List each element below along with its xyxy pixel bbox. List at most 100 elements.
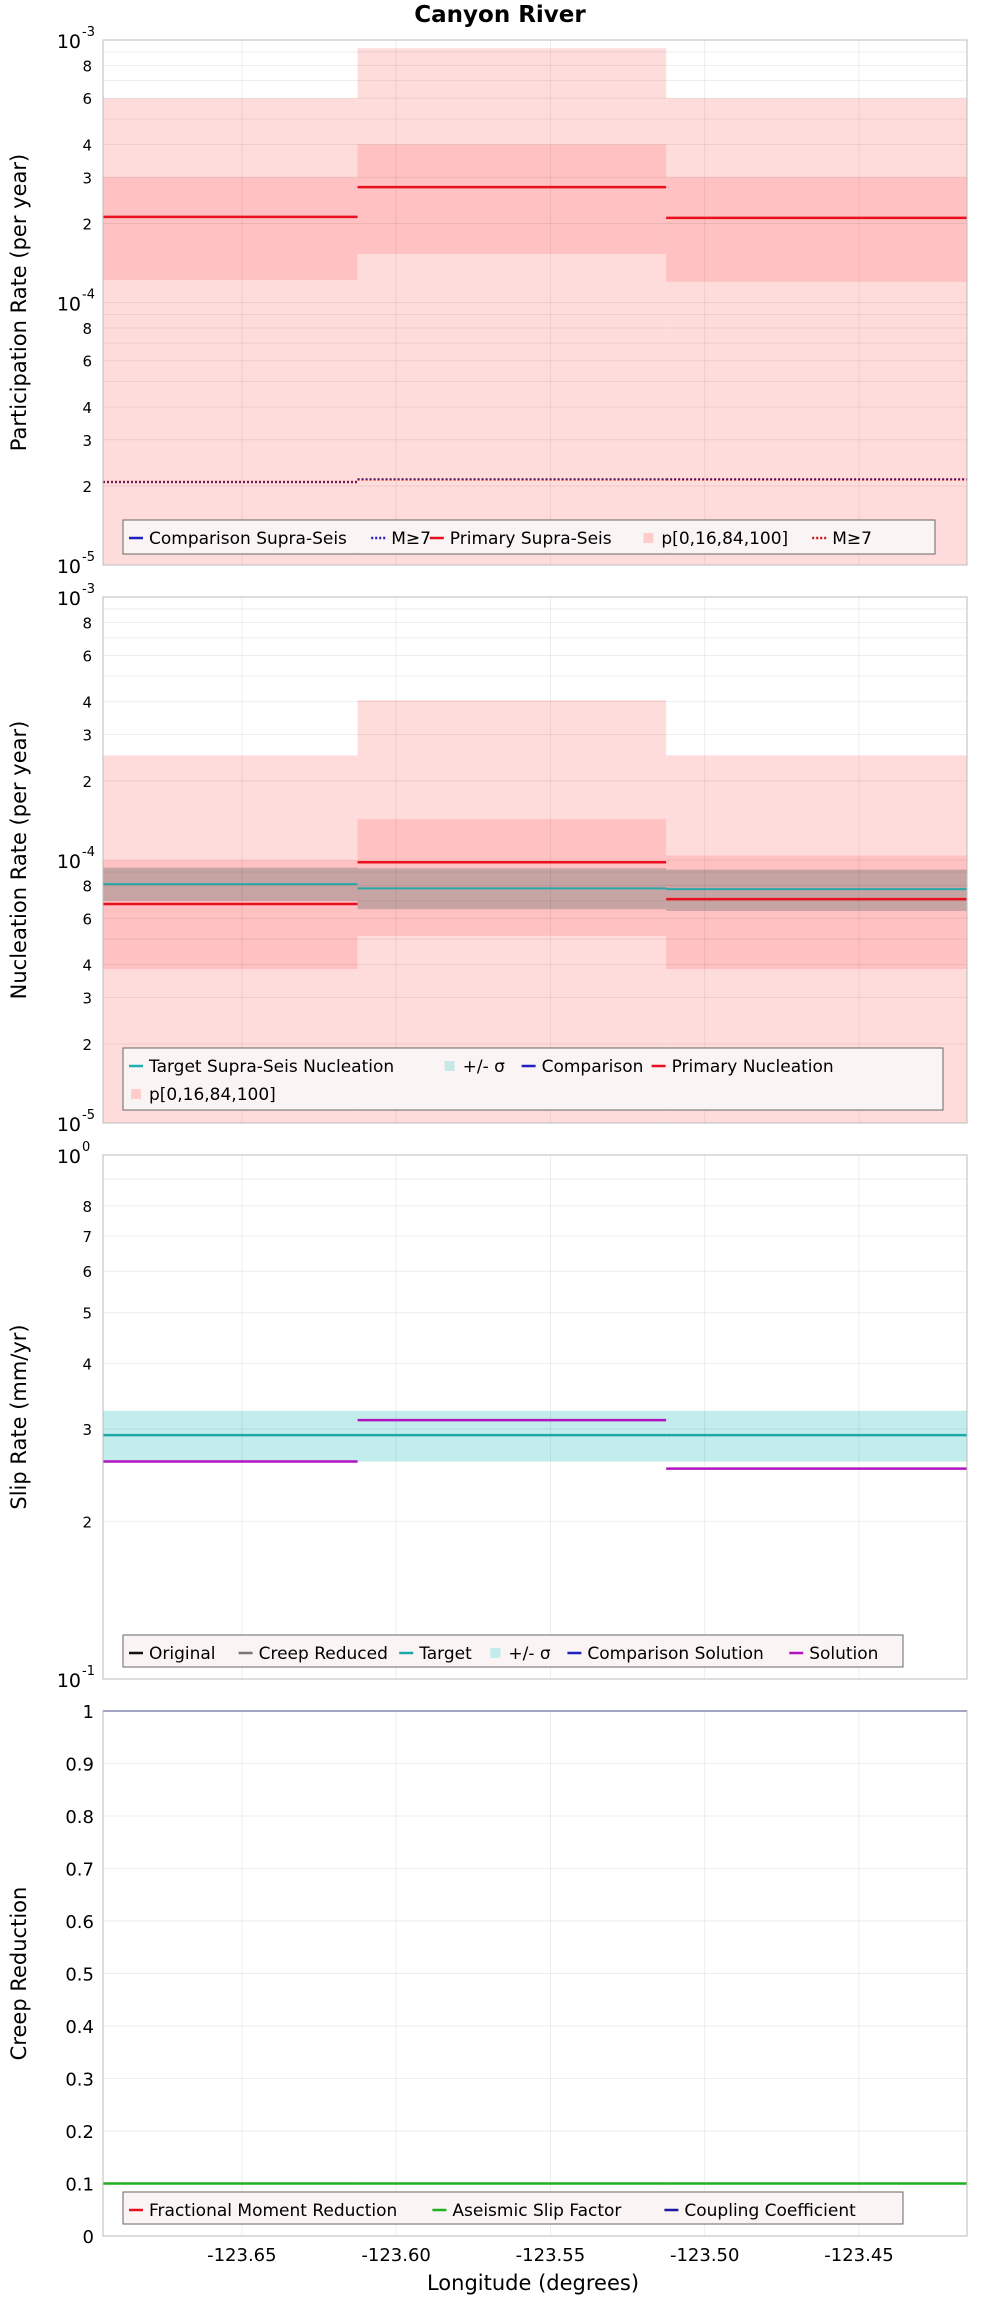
y-tick-label: 3 bbox=[82, 727, 92, 745]
y-tick-label: 0.1 bbox=[65, 2175, 94, 2196]
band-participation-1-seg-0 bbox=[103, 177, 358, 280]
legend-label: Primary Nucleation bbox=[672, 1057, 834, 1077]
band-participation-1-seg-2 bbox=[666, 177, 967, 282]
y-tick-label: 3 bbox=[82, 1421, 92, 1439]
band-participation-0-seg-1 bbox=[357, 48, 667, 565]
y-tick-label: 3 bbox=[82, 990, 92, 1008]
legend-label: Aseismic Slip Factor bbox=[452, 2201, 621, 2221]
y-tick-label-exponent: -4 bbox=[82, 845, 95, 860]
y-tick-label: 4 bbox=[82, 136, 92, 154]
legend-label: M≥7 bbox=[391, 529, 431, 549]
legend-swatch bbox=[131, 1089, 141, 1099]
y-tick-label: 6 bbox=[82, 647, 92, 665]
y-tick-label: 0.5 bbox=[65, 1965, 94, 1986]
plot-frame bbox=[102, 39, 968, 566]
legend-swatch bbox=[444, 1061, 455, 1071]
y-tick-label-decade: 10 bbox=[57, 588, 81, 610]
y-tick-label: 7 bbox=[82, 1228, 92, 1246]
y-tick-label: 2 bbox=[82, 215, 92, 233]
y-axis-label-participation: Participation Rate (per year) bbox=[7, 154, 31, 451]
legend-label: Target bbox=[418, 1644, 472, 1664]
legend-label: +/- σ bbox=[463, 1057, 506, 1077]
y-tick-label: 8 bbox=[82, 614, 92, 632]
band-nucleation-1-seg-1 bbox=[357, 819, 667, 936]
y-tick-label-decade: 10 bbox=[57, 31, 81, 53]
legend-box bbox=[122, 519, 936, 555]
y-tick-label: 2 bbox=[82, 1036, 92, 1054]
band-participation-0-seg-0 bbox=[103, 98, 358, 566]
y-tick-label: 3 bbox=[82, 169, 92, 187]
legend-label: Comparison Solution bbox=[587, 1644, 763, 1664]
y-tick-label: 0 bbox=[83, 2227, 94, 2248]
y-tick-label-exponent: -3 bbox=[82, 25, 95, 40]
plot-frame bbox=[102, 1154, 968, 1680]
y-tick-label: 8 bbox=[82, 877, 92, 895]
y-tick-label-exponent: -3 bbox=[82, 582, 95, 597]
y-tick-label-exponent: -5 bbox=[82, 1108, 95, 1123]
y-tick-label: 4 bbox=[82, 399, 92, 417]
legend-label: Coupling Coefficient bbox=[684, 2201, 856, 2221]
y-tick-label: 0.2 bbox=[65, 2122, 94, 2143]
y-tick-label: 0.6 bbox=[65, 1912, 94, 1933]
y-tick-label: 2 bbox=[82, 1513, 92, 1531]
legend-box bbox=[122, 2191, 904, 2225]
band-nucleation-1-seg-0 bbox=[103, 860, 358, 970]
y-tick-label: 2 bbox=[82, 773, 92, 791]
y-tick-label: 6 bbox=[82, 1263, 92, 1281]
legend-label: p[0,16,84,100] bbox=[149, 1085, 276, 1105]
legend-box bbox=[122, 1634, 904, 1668]
legend-label: Target Supra-Seis Nucleation bbox=[148, 1057, 394, 1077]
legend-label: Comparison bbox=[542, 1057, 644, 1077]
band-participation-1-seg-1 bbox=[357, 144, 667, 255]
plot-frame bbox=[102, 1710, 968, 2237]
x-tick-label: -123.65 bbox=[207, 2245, 276, 2266]
y-tick-label-exponent: 0 bbox=[82, 1140, 90, 1155]
y-tick-label: 8 bbox=[82, 320, 92, 338]
y-tick-label-decade: 10 bbox=[57, 1114, 81, 1136]
y-tick-label: 4 bbox=[82, 694, 92, 712]
plot-area bbox=[103, 1711, 967, 2236]
legend-label: p[0,16,84,100] bbox=[661, 529, 788, 549]
y-tick-label: 1 bbox=[83, 1702, 94, 1723]
x-tick-label: -123.45 bbox=[824, 2245, 893, 2266]
legend-label: Primary Supra-Seis bbox=[450, 529, 612, 549]
y-tick-label: 8 bbox=[82, 57, 92, 75]
y-tick-label-decade: 10 bbox=[57, 294, 81, 316]
y-tick-label: 4 bbox=[82, 957, 92, 975]
legend-label: Comparison Supra-Seis bbox=[149, 529, 347, 549]
y-tick-label: 4 bbox=[82, 1356, 92, 1374]
y-tick-label: 2 bbox=[82, 478, 92, 496]
y-tick-label: 6 bbox=[82, 353, 92, 371]
x-tick-label: -123.60 bbox=[361, 2245, 430, 2266]
y-tick-label: 0.4 bbox=[65, 2017, 94, 2038]
legend-label: Original bbox=[149, 1644, 216, 1664]
y-tick-label: 0.8 bbox=[65, 1807, 94, 1828]
y-tick-label-decade: 10 bbox=[57, 1670, 81, 1692]
panel-creep: 0 0.1 0.2 0.3 0.4 0.5 0.6 0.7 0.8 0.9 1 Creep Reduc… bbox=[7, 1702, 968, 2266]
y-axis-label-creep: Creep Reduction bbox=[7, 1887, 31, 2061]
legend-box bbox=[122, 1047, 944, 1111]
y-tick-label: 5 bbox=[82, 1305, 92, 1323]
x-tick-label: -123.55 bbox=[516, 2245, 585, 2266]
band-nucleation-1-seg-2 bbox=[666, 855, 967, 970]
y-tick-label: 8 bbox=[82, 1198, 92, 1216]
y-tick-label-decade: 10 bbox=[57, 556, 81, 578]
legend-swatch bbox=[643, 533, 654, 543]
legend-label: Creep Reduced bbox=[259, 1644, 388, 1664]
y-tick-label-exponent: -1 bbox=[82, 1664, 95, 1679]
band-nucleation-2-seg-2 bbox=[666, 869, 967, 911]
legend-label: Solution bbox=[809, 1644, 878, 1664]
y-axis-label-slip: Slip Rate (mm/yr) bbox=[7, 1324, 31, 1509]
y-tick-label-exponent: -4 bbox=[82, 288, 95, 303]
x-axis-label: Longitude (degrees) bbox=[427, 2271, 639, 2295]
y-tick-label: 0.3 bbox=[65, 2070, 94, 2091]
y-tick-label: 6 bbox=[82, 90, 92, 108]
legend-label: +/- σ bbox=[508, 1644, 551, 1664]
y-axis-label-nucleation: Nucleation Rate (per year) bbox=[7, 721, 31, 1000]
legend-label: Fractional Moment Reduction bbox=[149, 2201, 397, 2221]
y-tick-label: 3 bbox=[82, 432, 92, 450]
